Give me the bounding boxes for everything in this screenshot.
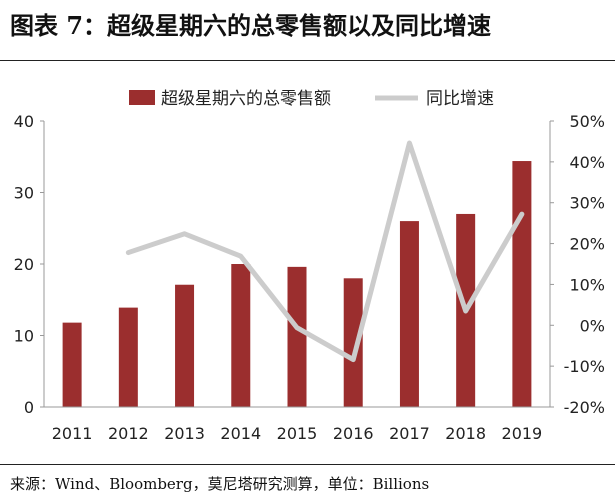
figure-source: 来源：Wind、Bloomberg，莫尼塔研究测算，单位：Billions <box>10 475 430 493</box>
x-tick-label: 2018 <box>445 424 486 443</box>
left-tick-label: 30 <box>14 184 34 203</box>
x-tick-label: 2019 <box>502 424 543 443</box>
bar-2016 <box>343 278 363 407</box>
x-tick-label: 2014 <box>220 424 261 443</box>
yoy-growth-line <box>125 140 525 363</box>
x-tick-label: 2012 <box>108 424 149 443</box>
right-y-axis: -20% -10% 0% 10% 20% 30% 40% 50% <box>549 112 605 417</box>
right-tick-label: 20% <box>569 235 605 254</box>
right-tick-label: 50% <box>569 112 605 131</box>
right-tick-label: 40% <box>569 153 605 172</box>
bar-series <box>62 161 532 407</box>
x-tick-label: 2017 <box>389 424 430 443</box>
right-tick-label: 30% <box>569 194 605 213</box>
legend-label-yoy-growth: 同比增速 <box>426 89 494 109</box>
x-tick-label: 2013 <box>164 424 205 443</box>
retail-sales-chart: 超级星期六的总零售额 同比增速 0 10 20 30 40 -20% -10% 0% 10% 2… <box>14 89 605 443</box>
bar-2012 <box>118 307 138 407</box>
legend-swatch-retail-sales <box>129 90 155 105</box>
left-tick-label: 10 <box>14 327 34 346</box>
bar-2015 <box>287 266 307 407</box>
source-divider <box>0 464 615 465</box>
x-tick-label: 2011 <box>52 424 93 443</box>
bar-2011 <box>62 322 82 407</box>
x-tick-label: 2016 <box>333 424 374 443</box>
x-axis: 2011 2012 2013 2014 2015 2016 2017 2018 2019 <box>44 406 550 443</box>
left-tick-label: 20 <box>14 255 34 274</box>
right-tick-label: 0% <box>580 316 605 335</box>
right-tick-label: -20% <box>564 398 605 417</box>
bar-2017 <box>399 221 419 407</box>
title-divider <box>0 60 615 61</box>
right-tick-label: -10% <box>564 357 605 376</box>
bar-2014 <box>231 264 251 407</box>
left-y-axis: 0 10 20 30 40 <box>14 112 45 417</box>
left-tick-label: 0 <box>24 398 34 417</box>
line-series <box>125 140 525 363</box>
chart-legend: 超级星期六的总零售额 同比增速 <box>129 89 494 109</box>
bar-2013 <box>175 284 195 407</box>
figure-title: 图表 7：超级星期六的总零售额以及同比增速 <box>10 11 492 40</box>
left-tick-label: 40 <box>14 112 34 131</box>
right-tick-label: 10% <box>569 275 605 294</box>
bar-2019 <box>512 161 532 407</box>
legend-label-retail-sales: 超级星期六的总零售额 <box>161 89 331 109</box>
x-tick-label: 2015 <box>277 424 318 443</box>
